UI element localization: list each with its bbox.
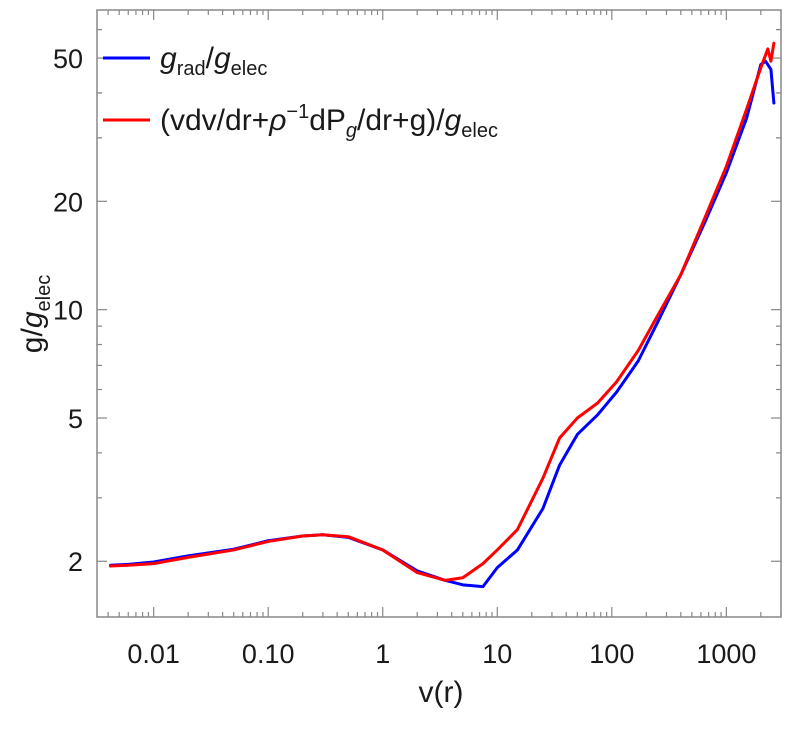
x-axis-label: v(r)	[419, 676, 464, 709]
legend-entry-grad: grad/gelec	[103, 42, 267, 80]
svg-text:grad/gelec: grad/gelec	[160, 42, 267, 80]
y-tick-label: 10	[53, 296, 83, 326]
x-tick-label: 1	[375, 639, 390, 669]
svg-text:(vdv/dr+ρ−1dPg/dr+g)/gelec: (vdv/dr+ρ−1dPg/dr+g)/gelec	[160, 101, 498, 142]
legend-entry-total: (vdv/dr+ρ−1dPg/dr+g)/gelec	[103, 101, 498, 142]
y-tick-label: 5	[68, 404, 83, 434]
x-tick-label: 0.10	[242, 639, 295, 669]
y-tick-label: 50	[53, 44, 83, 74]
x-tick-label: 10	[482, 639, 512, 669]
ticks-layer: 0.01 0.10 1 10 100 1000 2 5 10 20 50	[53, 10, 782, 669]
series-line-total	[109, 41, 776, 582]
series-layer	[109, 41, 776, 589]
x-tick-label: 1000	[696, 639, 756, 669]
series-line-grad	[109, 59, 776, 589]
svg-text:g/gelec: g/gelec	[16, 275, 55, 353]
y-tick-label: 20	[53, 187, 83, 217]
plot-frame	[96, 9, 782, 618]
legend: grad/gelec (vdv/dr+ρ−1dPg/dr+g)/gelec	[103, 42, 498, 142]
y-tick-label: 2	[68, 547, 83, 577]
x-tick-label: 100	[589, 639, 634, 669]
x-tick-label: 0.01	[127, 639, 180, 669]
y-axis-label: g/gelec	[16, 275, 55, 353]
